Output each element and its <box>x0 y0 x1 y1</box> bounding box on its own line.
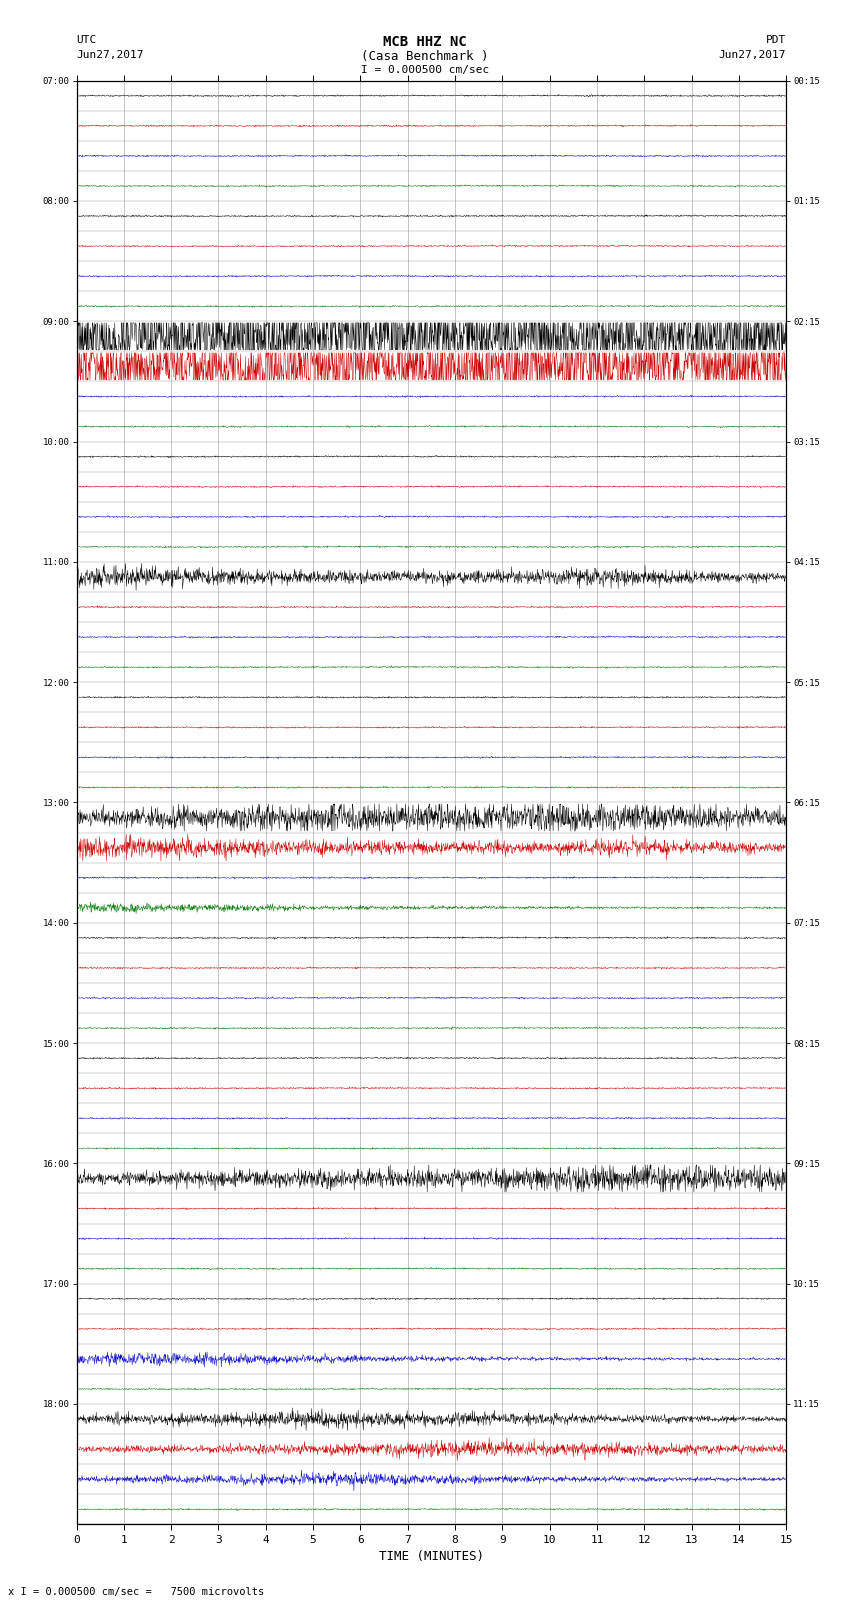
Text: x I = 0.000500 cm/sec =   7500 microvolts: x I = 0.000500 cm/sec = 7500 microvolts <box>8 1587 264 1597</box>
Text: PDT: PDT <box>766 35 786 45</box>
Text: UTC: UTC <box>76 35 97 45</box>
Text: I = 0.000500 cm/sec: I = 0.000500 cm/sec <box>361 65 489 74</box>
Text: Jun27,2017: Jun27,2017 <box>76 50 144 60</box>
Text: (Casa Benchmark ): (Casa Benchmark ) <box>361 50 489 63</box>
X-axis label: TIME (MINUTES): TIME (MINUTES) <box>379 1550 484 1563</box>
Text: MCB HHZ NC: MCB HHZ NC <box>383 35 467 50</box>
Text: Jun27,2017: Jun27,2017 <box>719 50 786 60</box>
